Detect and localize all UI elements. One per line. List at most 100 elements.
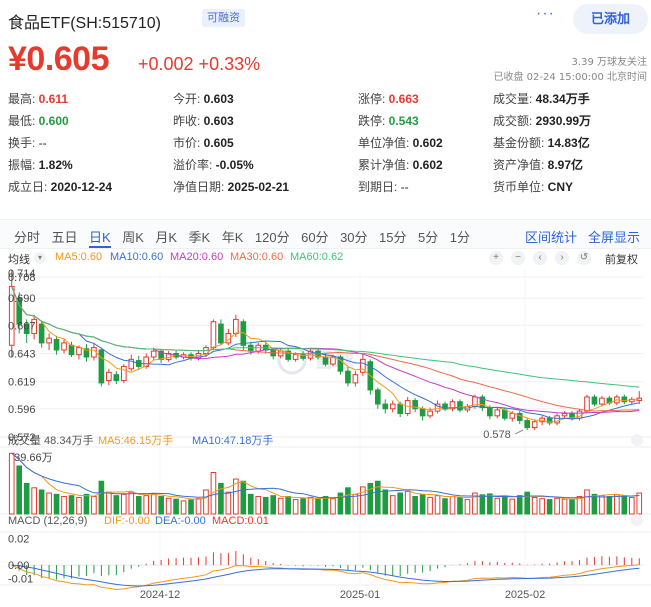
price-row: ¥0.605 +0.002 +0.33% 3.39 万球友关注 已收盘 02-2… bbox=[0, 40, 651, 83]
stat-label: 最低: bbox=[8, 114, 36, 128]
fullscreen-button[interactable]: 全屏显示 bbox=[588, 230, 641, 245]
x-axis-label: 2024-12 bbox=[140, 589, 180, 601]
candle-body bbox=[98, 349, 105, 384]
volume-bar bbox=[554, 497, 560, 515]
stat-value: 0.663 bbox=[385, 92, 419, 106]
volume-bar bbox=[546, 499, 553, 515]
volume-bar bbox=[419, 493, 426, 515]
candle-body bbox=[300, 354, 306, 359]
line-type-dropdown-icon[interactable]: ▾ bbox=[34, 252, 46, 264]
zoom-in-icon[interactable]: + bbox=[489, 251, 503, 265]
volume-bar bbox=[367, 482, 374, 515]
volume-bar bbox=[233, 478, 239, 515]
stat-label: 换手: bbox=[8, 136, 36, 150]
tab-3[interactable]: 周K bbox=[122, 230, 144, 245]
volume-bar bbox=[389, 495, 396, 515]
candle-body bbox=[120, 365, 127, 382]
candle-body bbox=[218, 323, 224, 344]
volume-bar bbox=[599, 495, 605, 515]
candle-body bbox=[561, 412, 568, 417]
volume-bar bbox=[91, 496, 97, 515]
stat-item: 换手: -- bbox=[8, 134, 47, 151]
tab-6[interactable]: 年K bbox=[221, 230, 244, 245]
volume-bar bbox=[427, 496, 433, 515]
volume-bar bbox=[501, 496, 508, 515]
stat-item: 今开: 0.603 bbox=[173, 90, 234, 107]
ma5-line bbox=[11, 286, 640, 423]
tab-4[interactable]: 月K bbox=[155, 230, 178, 245]
stat-item: 累计净值: 0.602 bbox=[358, 156, 443, 173]
volume-bar bbox=[218, 482, 224, 515]
scroll-right-icon[interactable]: › bbox=[555, 251, 569, 265]
stat-item: 成立日: 2020-12-24 bbox=[8, 178, 112, 195]
stat-item: 基金份额: 14.83亿 bbox=[493, 134, 590, 151]
more-icon[interactable]: ··· bbox=[536, 5, 555, 22]
stat-value: 0.602 bbox=[409, 136, 443, 150]
candle-body bbox=[374, 389, 381, 405]
tab-1[interactable]: 五日 bbox=[51, 230, 78, 245]
stat-item: 市价: 0.605 bbox=[173, 134, 234, 151]
stat-value: 2025-02-21 bbox=[224, 180, 290, 194]
tab-8[interactable]: 60分 bbox=[301, 230, 329, 245]
volume-bar bbox=[180, 500, 187, 515]
ma5-label: MA5:0.60 bbox=[55, 251, 103, 263]
stat-label: 今开: bbox=[173, 92, 201, 106]
volume-bar bbox=[255, 496, 262, 515]
kline-chart[interactable]: 雪球0.7080.6900.6670.6430.6190.5960.5720.7… bbox=[0, 267, 651, 607]
candle-body bbox=[412, 400, 418, 410]
candle-body bbox=[16, 297, 23, 325]
tab-5[interactable]: 季K bbox=[188, 230, 211, 245]
margin-badge[interactable]: 可融资 bbox=[202, 9, 245, 27]
volume-bar bbox=[165, 497, 172, 515]
line-type-label[interactable]: 均线 bbox=[8, 254, 30, 266]
stat-value: 48.34万手 bbox=[532, 92, 590, 106]
reset-icon[interactable]: ↺ bbox=[577, 251, 591, 265]
tab-12[interactable]: 1分 bbox=[449, 230, 470, 245]
candle-body bbox=[240, 321, 247, 346]
stat-item: 到期日: -- bbox=[358, 178, 409, 195]
tab-0[interactable]: 分时 bbox=[14, 230, 41, 245]
candle-body bbox=[584, 396, 590, 412]
volume-bar bbox=[135, 496, 142, 515]
stat-item: 净值日期: 2025-02-21 bbox=[173, 178, 289, 195]
volume-bar bbox=[584, 489, 590, 515]
volume-bar bbox=[479, 494, 486, 515]
low-marker-line bbox=[514, 429, 524, 435]
stat-label: 成立日: bbox=[8, 180, 48, 194]
tab-2[interactable]: 日K bbox=[89, 230, 111, 245]
stat-item: 单位净值: 0.602 bbox=[358, 134, 443, 151]
candle-body bbox=[554, 415, 560, 424]
stat-value: 0.605 bbox=[200, 136, 234, 150]
candle-body bbox=[210, 321, 217, 349]
tab-7[interactable]: 120分 bbox=[254, 230, 290, 245]
candle-body bbox=[501, 409, 508, 419]
stat-label: 跌停: bbox=[358, 114, 386, 128]
tab-11[interactable]: 5分 bbox=[418, 230, 439, 245]
volume-bar bbox=[203, 489, 209, 515]
volume-bar bbox=[636, 492, 643, 515]
zoom-out-icon[interactable]: − bbox=[511, 251, 525, 265]
stat-label: 货币单位: bbox=[493, 180, 545, 194]
stat-value: 14.83亿 bbox=[544, 136, 590, 150]
stat-label: 市价: bbox=[173, 136, 201, 150]
volume-bar bbox=[307, 496, 314, 515]
volume-bar bbox=[120, 493, 127, 515]
active-tab-underline bbox=[89, 246, 111, 248]
range-stats-button[interactable]: 区间统计 bbox=[525, 230, 578, 245]
volume-title: 成交量 48.34万手 bbox=[8, 433, 94, 447]
volume-bar bbox=[31, 487, 37, 515]
adjustment-select[interactable]: 前复权 bbox=[605, 254, 638, 266]
candle-body bbox=[382, 403, 389, 410]
tab-10[interactable]: 15分 bbox=[379, 230, 407, 245]
scroll-left-icon[interactable]: ‹ bbox=[533, 251, 547, 265]
watermark-logo-icon bbox=[277, 345, 307, 375]
follow-button[interactable]: 已添加 bbox=[573, 4, 648, 34]
stat-value: 2020-12-24 bbox=[47, 180, 113, 194]
candle-body bbox=[337, 356, 344, 372]
candle-body bbox=[128, 358, 135, 370]
tab-9[interactable]: 30分 bbox=[340, 230, 368, 245]
candle-body bbox=[8, 285, 15, 346]
stat-item: 资产净值: 8.97亿 bbox=[493, 156, 583, 173]
candle-body bbox=[516, 412, 523, 422]
stat-value: 0.611 bbox=[35, 92, 69, 106]
